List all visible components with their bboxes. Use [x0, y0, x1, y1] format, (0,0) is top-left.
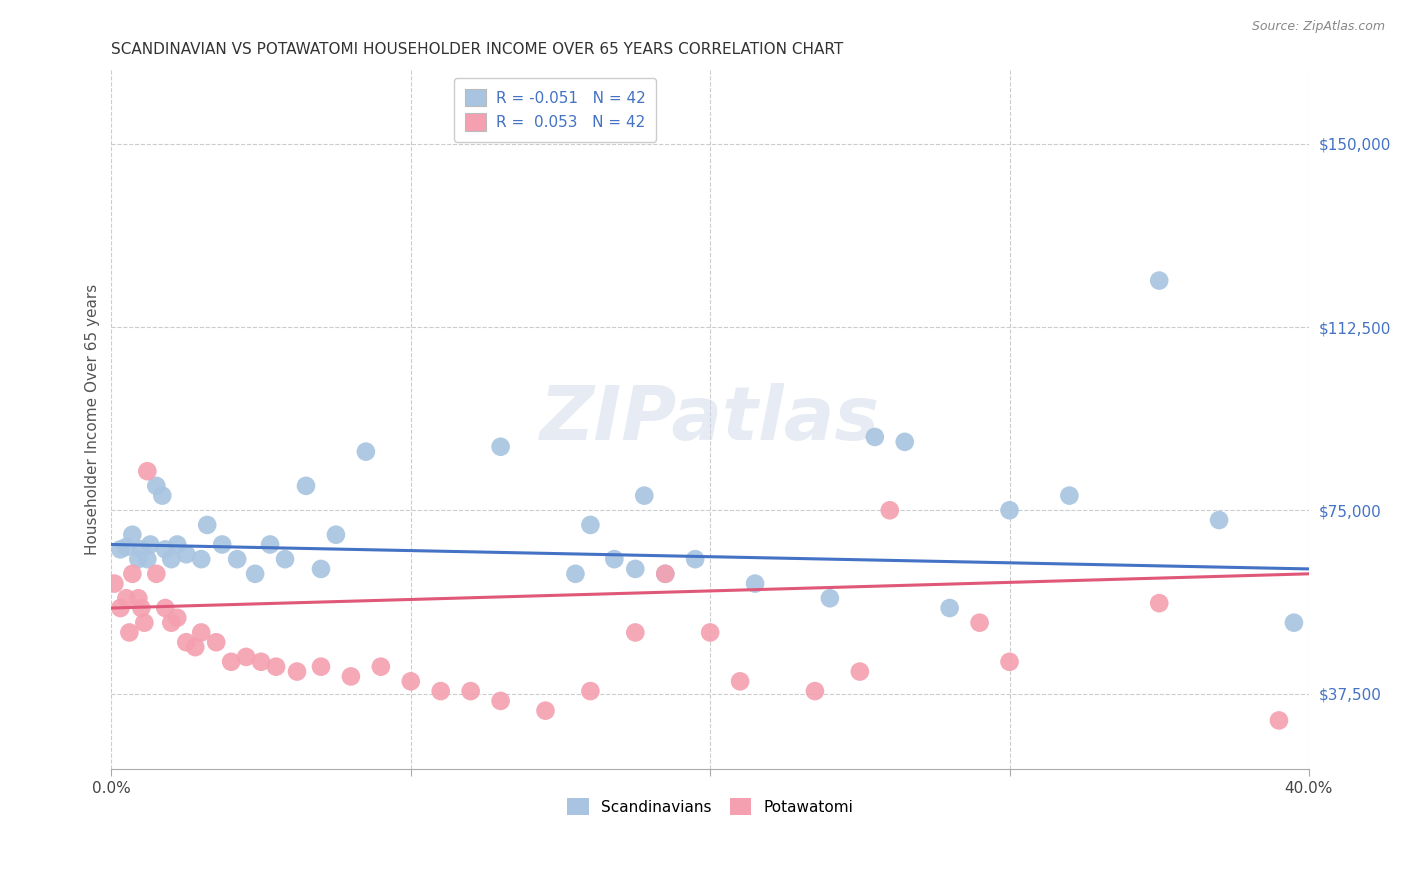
Point [1147, 274, 1170, 288]
Point [1268, 714, 1291, 728]
Point [295, 479, 318, 493]
Point [190, 552, 212, 566]
Point [309, 659, 332, 673]
Point [264, 659, 287, 673]
Point [804, 684, 827, 698]
Point [579, 684, 602, 698]
Point [103, 576, 125, 591]
Point [1147, 596, 1170, 610]
Point [136, 464, 159, 478]
Point [115, 540, 138, 554]
Point [624, 562, 647, 576]
Point [243, 566, 266, 581]
Point [1059, 489, 1081, 503]
Point [998, 503, 1021, 517]
Text: SCANDINAVIAN VS POTAWATOMI HOUSEHOLDER INCOME OVER 65 YEARS CORRELATION CHART: SCANDINAVIAN VS POTAWATOMI HOUSEHOLDER I… [111, 42, 844, 57]
Point [370, 659, 392, 673]
Point [429, 684, 451, 698]
Text: ZIPatlas: ZIPatlas [540, 384, 880, 457]
Point [110, 601, 132, 615]
Point [863, 430, 886, 444]
Point [134, 615, 156, 630]
Point [633, 489, 655, 503]
Point [683, 552, 706, 566]
Point [744, 576, 766, 591]
Point [160, 615, 183, 630]
Point [654, 566, 676, 581]
Point [728, 674, 751, 689]
Point [998, 655, 1021, 669]
Point [131, 601, 153, 615]
Point [354, 444, 377, 458]
Point [340, 669, 363, 683]
Point [127, 591, 149, 606]
Point [115, 591, 138, 606]
Point [160, 552, 183, 566]
Point [654, 566, 676, 581]
Point [818, 591, 841, 606]
Point [139, 537, 162, 551]
Point [166, 537, 188, 551]
Point [136, 552, 159, 566]
Point [564, 566, 586, 581]
Point [579, 517, 602, 532]
Point [184, 640, 207, 654]
Point [1208, 513, 1230, 527]
Point [460, 684, 482, 698]
Point [969, 615, 991, 630]
Point [131, 542, 153, 557]
Point [226, 552, 249, 566]
Point [219, 655, 242, 669]
Point [879, 503, 901, 517]
Point [195, 517, 218, 532]
Point [325, 527, 347, 541]
Point [118, 625, 141, 640]
Y-axis label: Householder Income Over 65 years: Householder Income Over 65 years [86, 285, 100, 556]
Point [259, 537, 281, 551]
Point [285, 665, 308, 679]
Point [166, 611, 188, 625]
Point [1282, 615, 1305, 630]
Point [274, 552, 297, 566]
Point [399, 674, 422, 689]
Point [110, 542, 132, 557]
Point [250, 655, 273, 669]
Point [174, 547, 197, 561]
Point [127, 552, 149, 566]
Point [849, 665, 872, 679]
Point [155, 542, 177, 557]
Point [145, 566, 167, 581]
Point [150, 489, 173, 503]
Point [699, 625, 721, 640]
Point [145, 479, 167, 493]
Legend: Scandinavians, Potawatomi: Scandinavians, Potawatomi [558, 789, 862, 824]
Point [938, 601, 960, 615]
Point [155, 601, 177, 615]
Point [174, 635, 197, 649]
Point [893, 434, 915, 449]
Point [121, 527, 143, 541]
Point [489, 440, 512, 454]
Text: Source: ZipAtlas.com: Source: ZipAtlas.com [1251, 20, 1385, 33]
Point [121, 566, 143, 581]
Point [489, 694, 512, 708]
Point [235, 649, 257, 664]
Point [190, 625, 212, 640]
Point [309, 562, 332, 576]
Point [603, 552, 626, 566]
Point [534, 704, 557, 718]
Point [624, 625, 647, 640]
Point [211, 537, 233, 551]
Point [205, 635, 228, 649]
